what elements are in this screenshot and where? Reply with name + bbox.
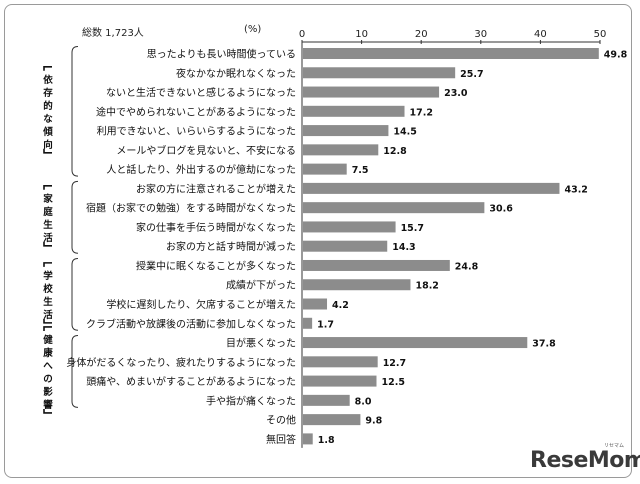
value-label: 18.2	[415, 281, 438, 292]
bar	[303, 356, 378, 368]
bar	[303, 48, 599, 59]
bar	[303, 67, 456, 79]
x-tick-label: 50	[594, 29, 607, 40]
category-label: お家の方に注意されることが増えた	[136, 182, 296, 195]
value-label: 4.2	[332, 300, 349, 311]
bar	[303, 240, 388, 252]
category-label: 手や指が痛くなった	[206, 394, 296, 407]
bar	[303, 279, 411, 291]
category-label: ないと生活できないと感じるようになった	[106, 86, 296, 99]
category-label: 思ったよりも長い時間使っている	[147, 48, 296, 61]
value-label: 37.8	[532, 339, 556, 350]
bar	[303, 202, 485, 214]
x-tick-label: 10	[355, 29, 368, 40]
category-label: 授業中に眠くなることが多くなった	[136, 259, 296, 272]
bar	[303, 317, 313, 329]
category-label: 人と話したり、外出するのが億劫になった	[106, 163, 296, 176]
category-label: お家の方と話す時間が減った	[166, 240, 296, 253]
bar	[303, 163, 347, 175]
group-bracket	[71, 46, 79, 177]
category-label: 宿題（お家での勉強）をする時間がなくなった	[86, 202, 296, 215]
bar	[303, 337, 528, 349]
category-label: 途中でやめられないことがあるようになった	[96, 105, 296, 118]
group-label: 健康への影響	[42, 334, 53, 411]
bar	[303, 105, 405, 117]
x-tick-label: 30	[474, 29, 487, 40]
group-label-bracket-bottom	[43, 148, 52, 154]
value-label: 12.8	[383, 146, 407, 157]
group-bracket	[71, 180, 79, 254]
category-label: 無回答	[266, 433, 296, 446]
group-label-bracket-top	[43, 184, 52, 190]
category-label: 利用できないと、いらいらするようになった	[97, 126, 296, 138]
x-tick-label: 40	[534, 29, 547, 40]
category-label: クラブ活動や放課後の活動に参加しなくなった	[86, 317, 296, 330]
value-label: 14.3	[392, 242, 415, 253]
resemom-logo-sub: リセマム	[604, 443, 625, 449]
group-label-bracket-top	[43, 326, 52, 331]
value-label: 1.8	[318, 435, 335, 446]
bar	[303, 144, 379, 156]
value-label: 24.8	[455, 261, 479, 272]
category-label: その他	[266, 414, 296, 427]
value-label: 23.0	[444, 88, 468, 99]
category-label: 夜なかなか眠れなくなった	[176, 67, 296, 80]
bar	[303, 375, 377, 387]
value-label: 8.0	[355, 396, 372, 407]
total-respondents: 総数 1,723人	[82, 28, 144, 39]
category-label: 身体がだるくなったり、疲れたりするようになった	[66, 356, 296, 369]
category-label: メールやブログを見ないと、不安になる	[116, 144, 296, 157]
bar	[303, 394, 350, 406]
group-label-bracket-bottom	[43, 408, 52, 414]
bar	[303, 221, 396, 233]
x-tick-label: 0	[299, 29, 305, 40]
x-tick-label: 20	[415, 29, 428, 40]
category-label: 成績が下がった	[226, 279, 296, 292]
group-label-bracket-top	[43, 66, 52, 71]
value-label: 7.5	[352, 165, 369, 176]
category-label: 頭痛や、めまいがすることがあるようになった	[86, 375, 296, 388]
resemom-logo: ReseMom	[530, 448, 640, 473]
bar	[303, 125, 389, 137]
category-label: 目が悪くなった	[226, 337, 296, 350]
group-label-bracket-top	[43, 262, 52, 267]
bar	[303, 259, 450, 271]
bar	[303, 86, 440, 98]
value-label: 43.2	[564, 184, 587, 195]
bar	[303, 182, 560, 194]
category-label: 学校に遅刻したり、欠席することが増えた	[106, 298, 296, 311]
group-label: 依存的な傾向	[42, 74, 53, 151]
value-label: 49.8	[604, 50, 628, 61]
group-label-bracket-bottom	[43, 241, 52, 247]
value-label: 9.8	[365, 416, 382, 427]
category-label: 家の仕事を手伝う時間がなくなった	[136, 221, 296, 234]
value-label: 1.7	[317, 319, 334, 330]
group-label-bracket-bottom	[43, 318, 52, 324]
group-label: 家庭生活	[43, 193, 53, 244]
value-label: 25.7	[460, 69, 483, 80]
bar	[303, 433, 313, 445]
value-label: 15.7	[401, 223, 424, 234]
value-label: 12.5	[382, 377, 405, 388]
value-label: 12.7	[383, 358, 406, 369]
value-label: 14.5	[393, 127, 416, 138]
bar	[303, 298, 328, 310]
value-label: 30.6	[489, 204, 513, 215]
group-bracket	[71, 257, 79, 331]
group-bracket	[71, 335, 79, 408]
group-label: 学校生活	[43, 270, 53, 321]
bar	[303, 414, 361, 426]
percent-unit-label: (%)	[244, 24, 262, 35]
value-label: 17.2	[410, 107, 433, 118]
